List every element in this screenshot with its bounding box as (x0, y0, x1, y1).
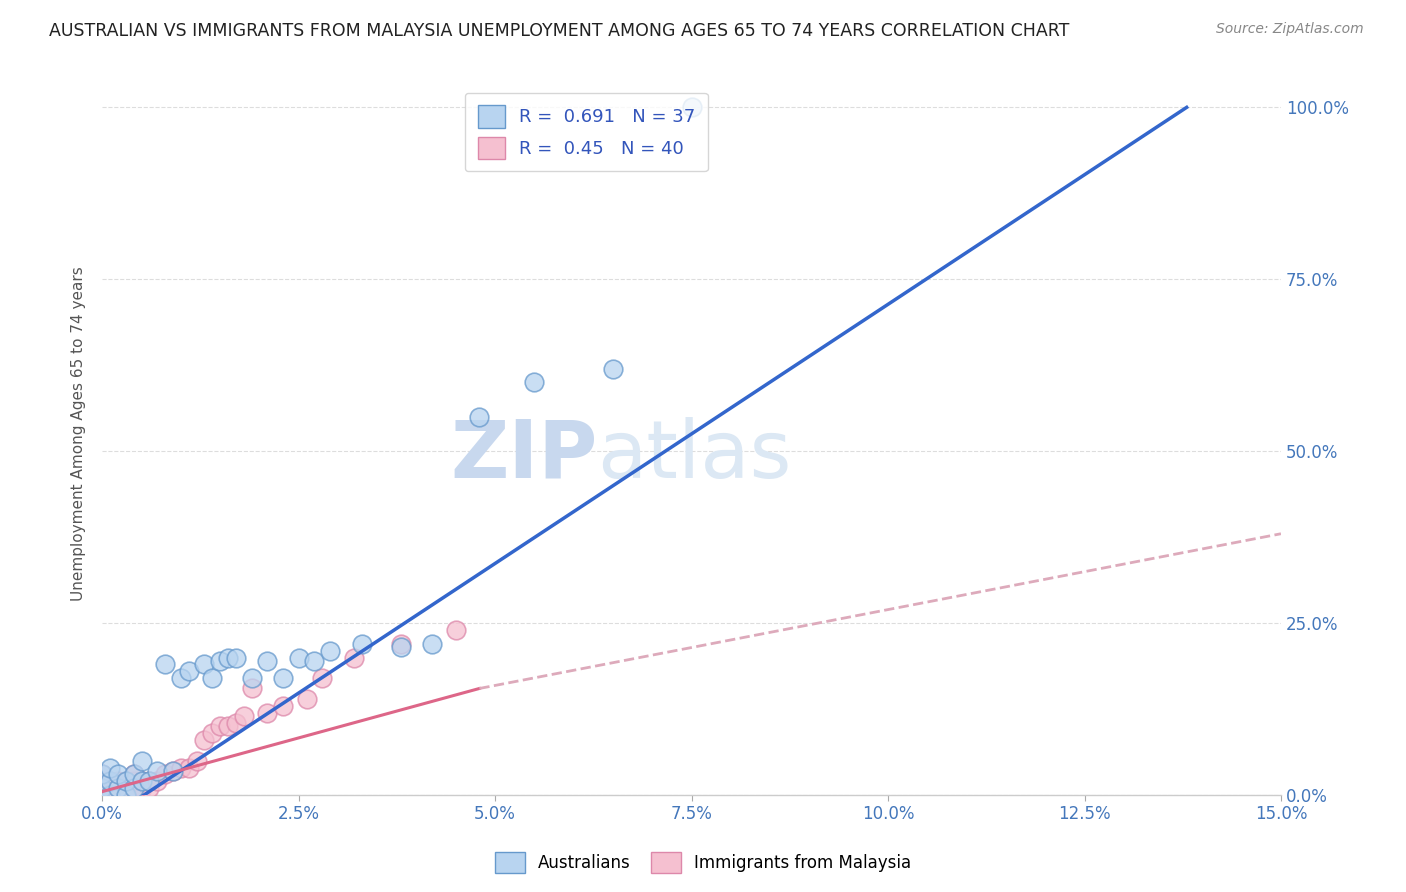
Point (240, 671, 263, 685)
Text: Source: ZipAtlas.com: Source: ZipAtlas.com (1216, 22, 1364, 37)
Point (146, 774, 169, 789)
Point (114, 788, 136, 802)
Point (91, 774, 114, 789)
Point (389, 637, 412, 651)
Text: atlas: atlas (598, 417, 792, 495)
Point (295, 691, 318, 706)
Point (170, 671, 193, 685)
Point (131, 754, 153, 768)
Point (177, 665, 200, 679)
Point (114, 781, 136, 796)
Point (162, 764, 184, 778)
Point (271, 671, 294, 685)
Point (177, 760, 200, 774)
Point (122, 767, 145, 781)
Point (98, 774, 121, 789)
Point (444, 623, 467, 637)
Point (131, 774, 153, 789)
Point (107, 781, 129, 796)
Point (131, 781, 153, 796)
Point (217, 650, 239, 665)
Point (146, 764, 169, 778)
Point (98, 788, 121, 802)
Point (107, 788, 129, 802)
Point (389, 640, 412, 655)
Point (138, 774, 160, 789)
Point (98, 774, 121, 789)
Point (122, 781, 145, 796)
Point (311, 671, 333, 685)
Point (114, 774, 136, 789)
Point (131, 774, 153, 789)
Point (98, 788, 121, 802)
Point (350, 637, 373, 651)
Point (186, 754, 208, 768)
Point (98, 760, 121, 774)
Text: ZIP: ZIP (450, 417, 598, 495)
Point (209, 654, 232, 668)
Point (602, 361, 624, 376)
Point (107, 767, 129, 781)
Point (232, 709, 254, 723)
Point (304, 654, 326, 668)
Point (122, 767, 145, 781)
Point (91, 767, 114, 781)
Legend: Australians, Immigrants from Malaysia: Australians, Immigrants from Malaysia (488, 846, 918, 880)
Point (201, 671, 224, 685)
Point (225, 650, 247, 665)
Point (122, 774, 145, 789)
Point (468, 409, 491, 424)
Point (201, 726, 224, 740)
Point (107, 774, 129, 789)
Point (256, 706, 278, 720)
Point (240, 681, 263, 696)
Point (107, 781, 129, 796)
Point (138, 781, 160, 796)
Point (681, 100, 703, 114)
Point (343, 650, 366, 665)
Point (153, 657, 176, 672)
Point (122, 781, 145, 796)
Point (114, 788, 136, 802)
Point (225, 715, 247, 730)
Legend: R =  0.691   N = 37, R =  0.45   N = 40: R = 0.691 N = 37, R = 0.45 N = 40 (465, 93, 707, 171)
Point (114, 774, 136, 789)
Point (91, 781, 114, 796)
Point (170, 760, 193, 774)
Point (91, 781, 114, 796)
Point (98, 781, 121, 796)
Point (162, 764, 184, 778)
Point (271, 698, 294, 713)
Point (193, 657, 215, 672)
Text: AUSTRALIAN VS IMMIGRANTS FROM MALAYSIA UNEMPLOYMENT AMONG AGES 65 TO 74 YEARS CO: AUSTRALIAN VS IMMIGRANTS FROM MALAYSIA U… (49, 22, 1070, 40)
Point (153, 767, 176, 781)
Point (319, 643, 342, 657)
Point (91, 788, 114, 802)
Point (523, 376, 546, 390)
Point (91, 767, 114, 781)
Point (256, 654, 278, 668)
Point (209, 719, 232, 733)
Point (193, 733, 215, 747)
Point (138, 774, 160, 789)
Y-axis label: Unemployment Among Ages 65 to 74 years: Unemployment Among Ages 65 to 74 years (72, 267, 86, 601)
Point (420, 637, 443, 651)
Point (217, 719, 239, 733)
Point (287, 650, 309, 665)
